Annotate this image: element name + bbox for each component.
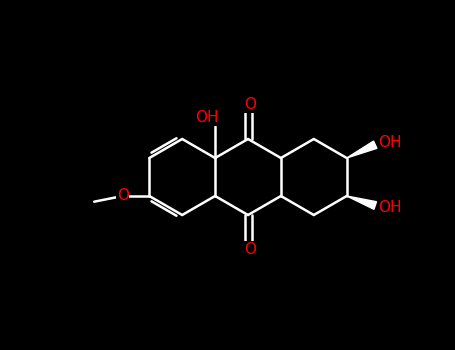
Text: OH: OH xyxy=(195,110,219,125)
Text: O: O xyxy=(244,97,256,112)
Polygon shape xyxy=(347,196,376,209)
Text: OH: OH xyxy=(379,200,402,215)
Polygon shape xyxy=(347,141,377,158)
Text: OH: OH xyxy=(379,135,402,150)
Text: O: O xyxy=(116,189,129,203)
Text: O: O xyxy=(244,242,256,257)
